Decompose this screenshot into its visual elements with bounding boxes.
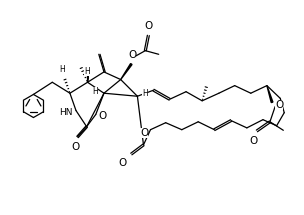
Polygon shape — [88, 72, 89, 82]
Text: O: O — [71, 142, 79, 152]
Text: O: O — [145, 21, 153, 31]
Text: H: H — [84, 67, 90, 76]
Text: O: O — [250, 136, 258, 146]
Text: H: H — [60, 65, 65, 74]
Text: HN: HN — [59, 108, 72, 117]
Text: O: O — [140, 128, 148, 138]
Text: O: O — [98, 111, 106, 121]
Polygon shape — [267, 86, 273, 103]
Text: O: O — [275, 100, 283, 110]
Text: O: O — [119, 158, 127, 168]
Polygon shape — [121, 64, 132, 80]
Text: H: H — [142, 89, 148, 98]
Text: H: H — [93, 87, 98, 96]
Text: O: O — [128, 50, 136, 60]
